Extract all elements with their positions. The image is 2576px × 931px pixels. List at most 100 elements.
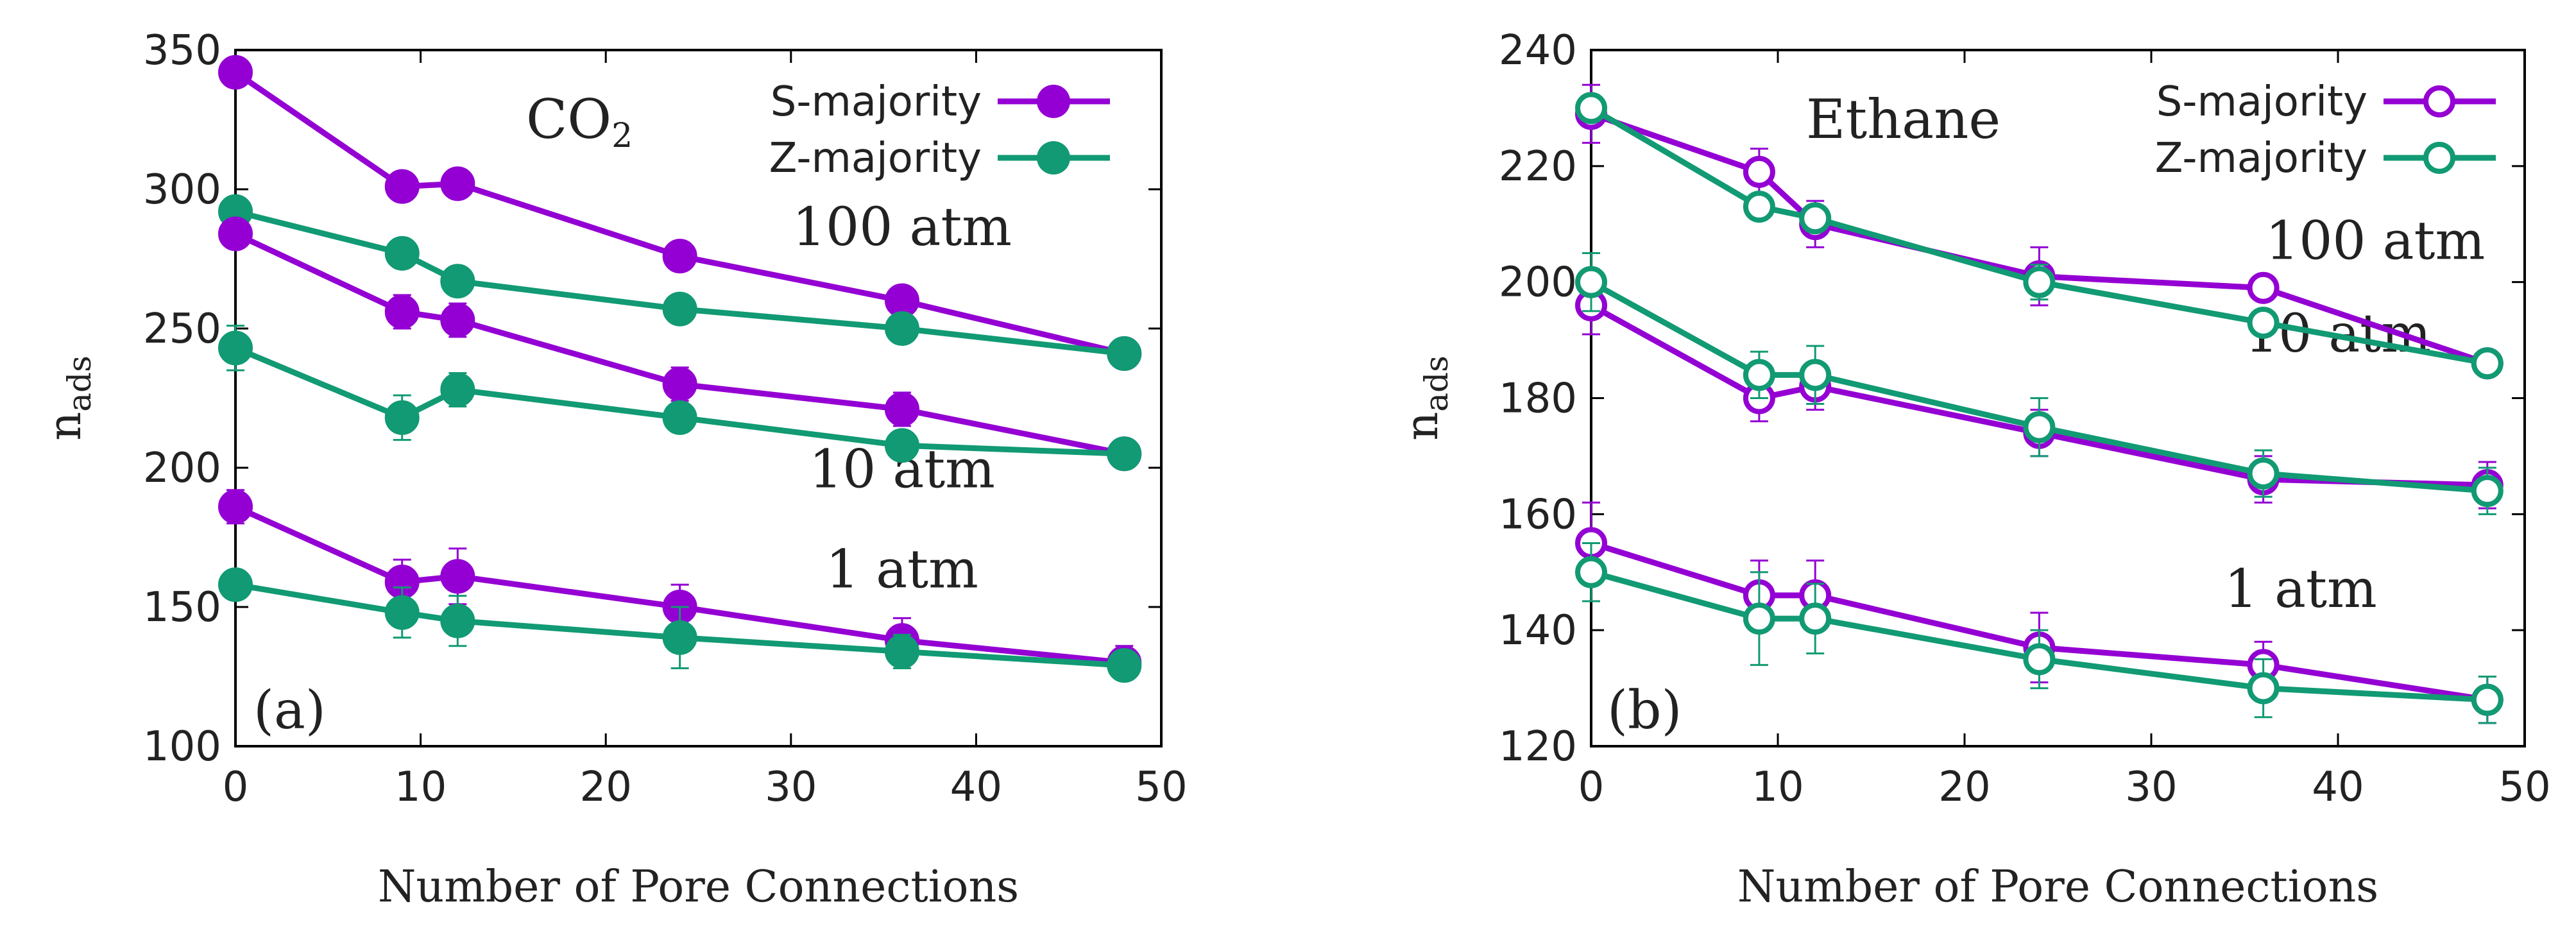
data-point [384,595,420,630]
y-tick-label: 150 [143,584,221,631]
x-tick-label: 10 [1752,764,1804,811]
series-line [1590,569,2488,703]
legend-entry-s-majority: S-majority [2156,78,2496,126]
data-point [384,235,420,271]
data-point [440,603,475,638]
data-point [384,294,420,329]
y-tick-label: 250 [143,305,221,353]
plot-frame [1590,49,2526,747]
series-line [234,209,1125,357]
data-point [1575,266,1607,298]
data-point [218,567,253,602]
data-point [2247,672,2280,705]
legend-label: S-majority [771,78,982,126]
data-point [218,55,253,90]
y-tick-label: 200 [1499,259,1577,307]
data-point [662,291,697,327]
series-z-majority-100atm [218,194,1142,372]
data-point [1743,191,1775,223]
data-point [884,428,919,463]
data-point [440,302,475,337]
series-line [1589,302,2487,488]
series-line [235,581,1125,669]
series-z-majority-1atm [1575,542,2503,724]
legend-entry-z-majority: Z-majority [769,135,1110,182]
data-point [2247,306,2280,339]
data-point [2023,411,2056,443]
data-point [2247,271,2280,304]
legend-marker [1037,85,1070,118]
x-tick-label: 50 [2498,764,2550,811]
data-point [1799,202,1832,235]
data-point [2247,457,2280,490]
data-point [884,391,919,427]
data-point [384,400,420,435]
legend-marker [2423,85,2455,117]
y-tick-label: 120 [1499,723,1577,771]
pressure-label: 100 atm [2265,211,2485,272]
y-tick-label: 300 [143,166,221,214]
x-tick-label: 0 [223,764,249,811]
series-line [1590,540,2488,703]
data-point [2471,347,2503,380]
data-point [440,372,475,407]
x-tick-label: 40 [950,764,1002,811]
pressure-label: 100 atm [792,197,1012,258]
legend-entry-z-majority: Z-majority [2155,135,2496,182]
data-point [1575,556,1607,588]
series-line [234,70,1125,357]
x-tick-label: 10 [395,764,447,811]
data-point [1107,436,1142,472]
data-point [2471,683,2503,716]
series-line [234,504,1125,666]
data-point [1799,359,1832,391]
y-tick-label: 140 [1499,607,1577,654]
data-point [1743,155,1775,188]
x-tick-label: 40 [2312,764,2364,811]
series-z-majority-100atm [1575,92,2503,380]
plot-frame [234,49,1163,747]
series-z-majority-10atm [1575,252,2503,515]
chart-annotation-subscript: 2 [611,117,633,155]
y-axis-title: nads [1395,355,1455,441]
data-point [1575,92,1607,124]
y-axis-title-main: n [38,412,91,441]
x-tick-label: 20 [579,764,631,811]
y-tick-label: 160 [1499,491,1577,538]
x-tick-label: 0 [1578,764,1605,811]
y-axis-title-main: n [1395,412,1448,441]
x-tick-label: 30 [2125,764,2177,811]
data-point [218,330,253,366]
y-tick-label: 200 [143,445,221,492]
pressure-label: 1 atm [826,540,978,601]
series-line [1589,105,2488,366]
data-point [662,620,697,655]
y-tick-label: 220 [1499,143,1577,191]
series-line [234,345,1125,457]
series-line [234,231,1125,457]
data-point [440,166,475,201]
legend-marker [2423,142,2455,174]
y-tick-label: 180 [1499,375,1577,423]
x-tick-label: 50 [1135,764,1187,811]
series-z-majority-1atm [218,567,1142,683]
x-axis-title: Number of Pore Connections [1737,862,2378,912]
data-point [2023,266,2056,298]
y-tick-label: 240 [1499,27,1577,74]
y-axis-title-subscript: ads [61,355,98,411]
data-point [662,400,697,435]
panel-label: (b) [1607,680,1682,741]
chart-annotation: Ethane [1806,88,2000,151]
data-point [1107,336,1142,372]
x-tick-label: 30 [765,764,817,811]
chart-annotation: CO2 [526,88,633,155]
legend-label: Z-majority [2155,135,2367,182]
pressure-label: 1 atm [2224,559,2377,620]
data-point [218,489,253,524]
data-point [384,169,420,204]
y-axis-title: nads [38,355,98,441]
series-line [1589,279,2488,494]
data-point [218,216,253,252]
y-axis-title-subscript: ads [1418,355,1455,411]
